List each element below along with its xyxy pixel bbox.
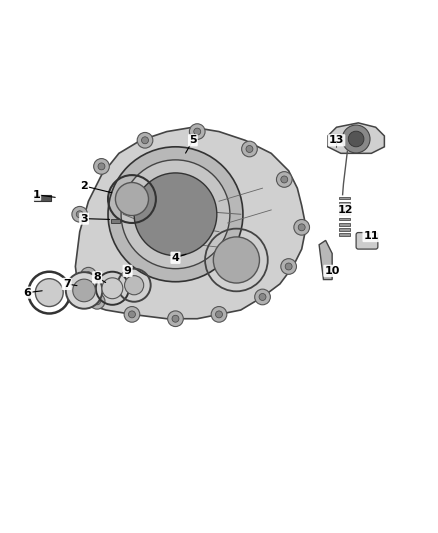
Bar bbox=[339, 197, 350, 199]
Circle shape bbox=[76, 211, 83, 218]
Circle shape bbox=[89, 294, 105, 309]
Circle shape bbox=[276, 172, 292, 187]
Text: 3: 3 bbox=[80, 214, 88, 224]
Bar bbox=[339, 223, 350, 225]
Circle shape bbox=[215, 311, 223, 318]
Text: 8: 8 bbox=[93, 272, 101, 282]
Circle shape bbox=[94, 298, 101, 305]
Circle shape bbox=[73, 279, 95, 302]
Circle shape bbox=[242, 141, 257, 157]
Text: 11: 11 bbox=[364, 231, 379, 241]
Circle shape bbox=[98, 163, 105, 170]
Circle shape bbox=[172, 315, 179, 322]
Text: 1: 1 bbox=[32, 190, 40, 200]
Circle shape bbox=[66, 272, 102, 309]
Text: 5: 5 bbox=[189, 135, 197, 146]
Circle shape bbox=[124, 306, 140, 322]
PathPatch shape bbox=[328, 123, 385, 154]
Circle shape bbox=[254, 289, 270, 305]
Text: 2: 2 bbox=[80, 181, 88, 191]
Bar bbox=[339, 213, 350, 215]
Text: 13: 13 bbox=[329, 135, 344, 146]
Circle shape bbox=[108, 147, 243, 282]
Text: 6: 6 bbox=[24, 288, 32, 297]
Circle shape bbox=[72, 206, 88, 222]
Circle shape bbox=[285, 263, 292, 270]
Bar bbox=[339, 233, 350, 236]
Circle shape bbox=[194, 128, 201, 135]
Circle shape bbox=[281, 259, 297, 274]
Circle shape bbox=[189, 124, 205, 140]
Bar bbox=[339, 202, 350, 205]
Text: 10: 10 bbox=[325, 266, 340, 276]
Circle shape bbox=[128, 311, 135, 318]
Circle shape bbox=[35, 279, 63, 306]
Circle shape bbox=[102, 278, 123, 298]
Circle shape bbox=[94, 158, 110, 174]
Circle shape bbox=[121, 160, 230, 269]
Circle shape bbox=[137, 133, 153, 148]
Circle shape bbox=[348, 131, 364, 147]
Circle shape bbox=[246, 146, 253, 152]
FancyBboxPatch shape bbox=[356, 232, 378, 249]
Circle shape bbox=[116, 182, 148, 215]
PathPatch shape bbox=[319, 240, 332, 279]
Circle shape bbox=[141, 137, 148, 144]
Circle shape bbox=[134, 173, 217, 256]
Circle shape bbox=[298, 224, 305, 231]
Bar bbox=[111, 219, 120, 223]
Circle shape bbox=[213, 237, 259, 283]
Circle shape bbox=[85, 272, 92, 279]
Text: 12: 12 bbox=[337, 205, 353, 215]
PathPatch shape bbox=[75, 127, 306, 319]
Circle shape bbox=[294, 220, 310, 235]
Circle shape bbox=[124, 276, 144, 295]
Circle shape bbox=[211, 306, 227, 322]
Bar bbox=[339, 218, 350, 220]
Bar bbox=[34, 195, 50, 201]
Circle shape bbox=[259, 294, 266, 301]
Text: 9: 9 bbox=[124, 266, 131, 276]
Circle shape bbox=[168, 311, 184, 327]
Bar bbox=[339, 207, 350, 210]
Circle shape bbox=[342, 125, 370, 153]
Text: 4: 4 bbox=[172, 253, 180, 263]
Bar bbox=[339, 228, 350, 231]
Text: 7: 7 bbox=[63, 279, 71, 289]
Circle shape bbox=[281, 176, 288, 183]
Circle shape bbox=[81, 268, 96, 283]
